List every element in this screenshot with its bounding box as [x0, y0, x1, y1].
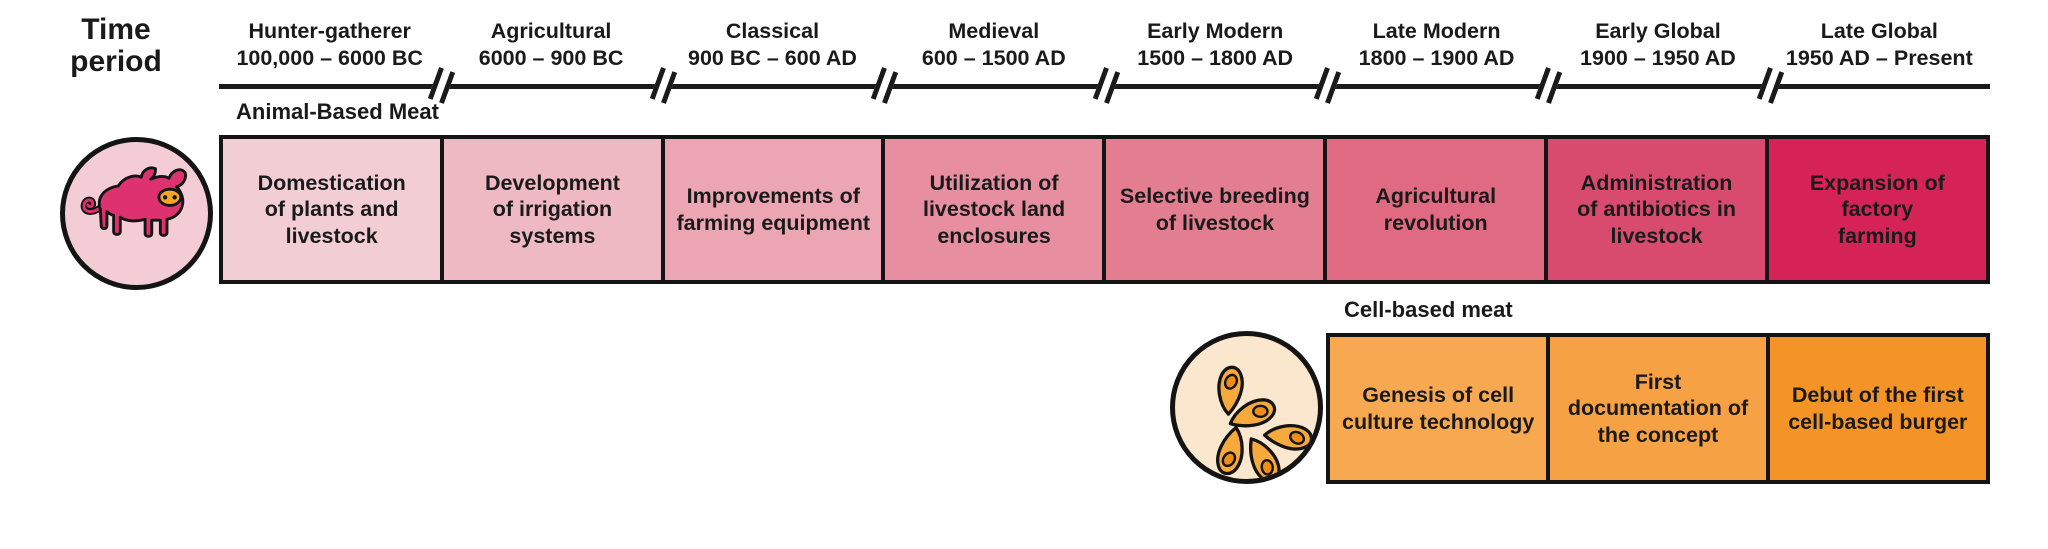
- pig-icon: [80, 166, 188, 238]
- time-period-label: Time period: [50, 14, 182, 78]
- cell-cluster-icon: [1206, 362, 1317, 479]
- period-name: Hunter-gatherer: [248, 19, 411, 43]
- period-name: Early Modern: [1147, 19, 1284, 43]
- animal-event-cell: Improvements of farming equipment: [660, 135, 886, 284]
- period-years: 1900 – 1950 AD: [1580, 46, 1736, 70]
- timeline-period: Early Modern 1500 – 1800 AD: [1105, 18, 1342, 104]
- timeline-period: Medieval 600 – 1500 AD: [883, 18, 1120, 104]
- timeline-period: Agricultural 6000 – 900 BC: [440, 18, 677, 104]
- period-name: Late Global: [1820, 19, 1938, 43]
- timeline-period: Hunter-gatherer 100,000 – 6000 BC: [219, 18, 456, 104]
- pig-tail: [82, 198, 102, 213]
- cell-event-row: Genesis of cell culture technology First …: [1326, 333, 1990, 484]
- cell-event-cell: First documentation of the concept: [1545, 333, 1771, 484]
- period-years: 1500 – 1800 AD: [1137, 46, 1294, 70]
- pig-icon-circle: [60, 137, 213, 290]
- period-name: Early Global: [1595, 19, 1721, 43]
- animal-event-cell: Domestication of plants and livestock: [219, 135, 445, 284]
- timeline-period: Late Modern 1800 – 1900 AD: [1326, 18, 1563, 104]
- pig-nostril-left: [162, 195, 168, 200]
- period-years: 1950 AD – Present: [1785, 46, 1973, 70]
- animal-row-label: Animal-Based Meat: [236, 99, 439, 124]
- period-years: 1800 – 1900 AD: [1358, 46, 1515, 70]
- time-period-line1: Time: [81, 13, 151, 46]
- pig-body: [97, 166, 188, 238]
- animal-event-cell: Utilization of livestock land enclosures: [881, 135, 1107, 284]
- cell-3: [1206, 425, 1253, 478]
- period-name: Medieval: [948, 19, 1040, 43]
- timeline-period: Late Global 1950 AD – Present: [1769, 18, 1990, 72]
- period-name: Late Modern: [1372, 19, 1501, 43]
- timeline-period: Classical 900 BC – 600 AD: [662, 18, 899, 104]
- animal-event-cell: Administration of antibiotics in livesto…: [1543, 135, 1770, 284]
- animal-event-cell: Agricultural revolution: [1323, 135, 1549, 284]
- timeline-period: Early Global 1900 – 1950 AD: [1547, 18, 1784, 104]
- period-years: 900 BC – 600 AD: [687, 46, 857, 70]
- axis-break-icon: [1092, 67, 1120, 104]
- cell-event-cell: Genesis of cell culture technology: [1326, 333, 1551, 484]
- period-years: 6000 – 900 BC: [478, 46, 624, 70]
- period-years: 100,000 – 6000 BC: [236, 46, 423, 70]
- pig-nostril-right: [172, 195, 177, 200]
- period-years: 600 – 1500 AD: [921, 46, 1066, 70]
- timeline-header: Hunter-gatherer 100,000 – 6000 BC Agricu…: [219, 18, 1990, 104]
- cell-icon-circle: [1170, 331, 1323, 484]
- animal-event-row: Domestication of plants and livestock Dev…: [219, 135, 1990, 284]
- pig-snout: [157, 187, 183, 207]
- animal-event-cell: Expansion of factory farming: [1764, 135, 1990, 284]
- period-name: Agricultural: [490, 19, 612, 43]
- animal-event-cell: Selective breeding of livestock: [1102, 135, 1328, 284]
- cell-row-label: Cell-based meat: [1344, 297, 1513, 322]
- time-period-line2: period: [70, 45, 162, 78]
- animal-event-cell: Development of irrigation systems: [439, 135, 666, 284]
- period-name: Classical: [725, 19, 820, 43]
- cell-event-cell: Debut of the first cell-based burger: [1765, 333, 1990, 484]
